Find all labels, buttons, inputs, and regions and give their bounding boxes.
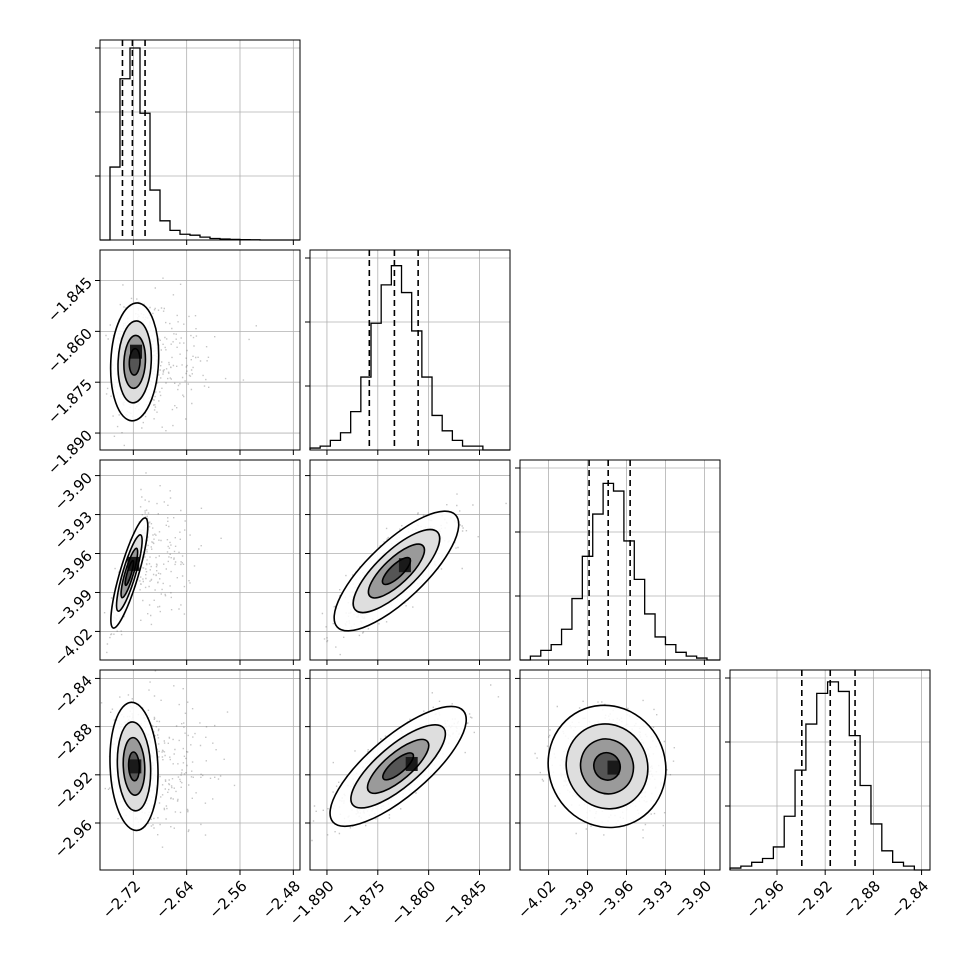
- density-peak: [405, 756, 418, 771]
- contour-line: [116, 721, 152, 812]
- contour-line: [329, 705, 468, 828]
- contour-line: [110, 517, 149, 629]
- y-tick-label: −3.99: [51, 586, 96, 631]
- histogram-step: [100, 47, 300, 241]
- x-tick-label: −2.84: [887, 877, 932, 922]
- density-layer: [105, 277, 257, 447]
- x-tick-label: −1.875: [337, 877, 389, 929]
- panel-frame: [99, 669, 301, 871]
- x-tick-label: −2.56: [206, 877, 251, 922]
- contour-line: [366, 738, 430, 795]
- panel-frame: [519, 669, 721, 871]
- histogram-panel-0: [95, 39, 301, 245]
- histogram-step: [729, 681, 930, 871]
- y-tick-label: −3.93: [51, 508, 96, 553]
- panel-frame: [309, 459, 511, 661]
- y-tick-label: −1.890: [44, 426, 96, 478]
- y-tick-label: −3.96: [51, 547, 96, 592]
- y-tick-label: −1.860: [44, 325, 96, 377]
- contour-line: [592, 751, 622, 781]
- scatter-panel-2-1: [305, 459, 511, 665]
- x-tick-label: −3.96: [592, 877, 637, 922]
- x-tick-label: −2.64: [152, 877, 197, 922]
- panel-frame: [519, 459, 721, 661]
- contour-line: [127, 751, 141, 782]
- contour-line: [109, 302, 160, 422]
- panel-frame: [99, 459, 301, 661]
- y-tick-label: −1.875: [44, 375, 96, 427]
- y-tick-label: −1.845: [44, 274, 96, 326]
- x-tick-label: −2.72: [99, 877, 144, 922]
- x-tick-label: −2.88: [839, 877, 884, 922]
- density-layer: [311, 684, 500, 842]
- density-layer: [534, 699, 675, 839]
- contour-line: [333, 510, 460, 632]
- histogram-step: [520, 482, 720, 661]
- scatter-panel-3-2: [515, 669, 721, 875]
- contour-line: [124, 559, 135, 587]
- panel-frame: [729, 669, 931, 871]
- scatter-panel-3-0: [95, 669, 301, 875]
- panel-frame: [309, 249, 511, 451]
- panel-frame: [99, 249, 301, 451]
- x-tick-label: −3.90: [670, 877, 715, 922]
- panel-frame: [309, 669, 511, 871]
- scatter-panel-3-1: [305, 669, 511, 875]
- contour-line: [122, 736, 146, 796]
- x-tick-label: −1.860: [387, 877, 439, 929]
- density-layer: [321, 493, 507, 656]
- density-layer: [100, 670, 236, 848]
- contour-line: [367, 543, 426, 599]
- contour-line: [382, 752, 415, 781]
- x-tick-label: −3.99: [553, 877, 598, 922]
- contour-line: [109, 701, 159, 832]
- y-tick-label: −2.96: [51, 816, 96, 861]
- x-tick-label: −2.92: [791, 877, 836, 922]
- contour-line: [547, 704, 667, 829]
- panel-frame: [99, 39, 301, 241]
- y-tick-label: −2.88: [51, 720, 96, 765]
- density-peak: [607, 760, 620, 775]
- histogram-step: [309, 265, 510, 451]
- histogram-panel-2: [515, 459, 721, 665]
- histogram-panel-3: [725, 669, 931, 875]
- contour-line: [565, 723, 649, 810]
- scatter-panel-2-0: [95, 459, 301, 665]
- scatter-panel-1-0: [95, 249, 301, 455]
- contour-line: [579, 738, 635, 795]
- scatter-points: [103, 472, 222, 654]
- x-tick-label: −2.96: [743, 877, 788, 922]
- histogram-panel-1: [305, 249, 511, 455]
- y-tick-label: −2.92: [51, 768, 96, 813]
- x-tick-label: −3.93: [631, 877, 676, 922]
- contour-line: [350, 724, 447, 809]
- density-layer: [103, 472, 222, 654]
- contour-line: [120, 547, 139, 599]
- x-tick-label: −4.02: [514, 877, 559, 922]
- contour-line: [115, 533, 143, 612]
- contour-line: [381, 556, 412, 586]
- y-tick-label: −4.02: [51, 625, 96, 670]
- x-tick-label: −1.845: [438, 877, 490, 929]
- y-tick-label: −2.84: [51, 672, 96, 717]
- contour-line: [117, 320, 153, 404]
- contour-line: [352, 528, 441, 614]
- contour-line: [128, 347, 141, 376]
- contour-line: [123, 334, 147, 390]
